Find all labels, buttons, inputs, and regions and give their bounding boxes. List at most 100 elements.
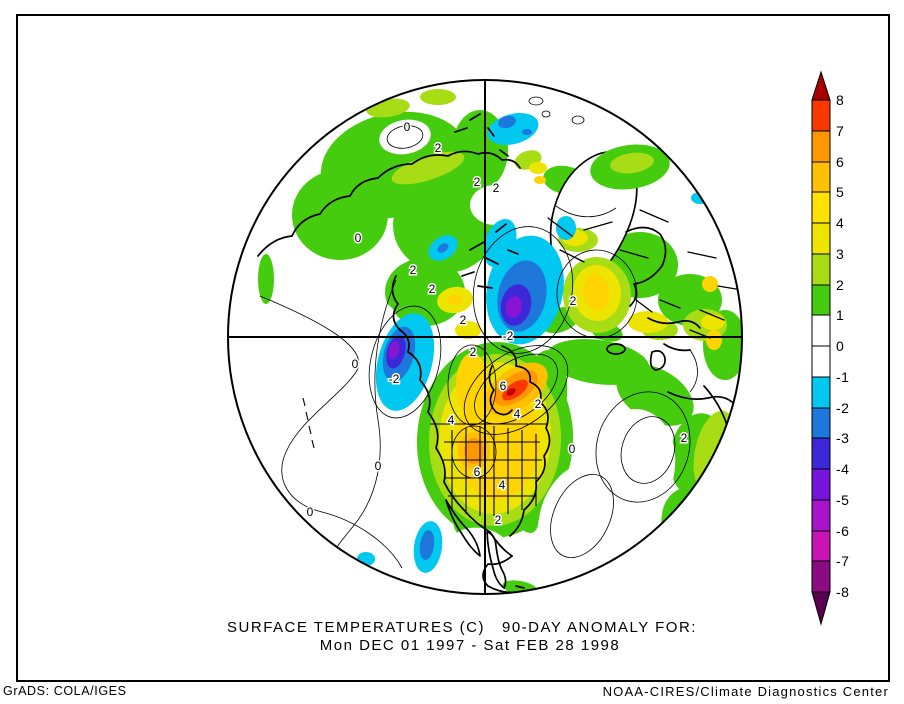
blob bbox=[522, 129, 532, 135]
blob bbox=[455, 321, 481, 339]
colorbar-arrow-top bbox=[811, 70, 831, 101]
contour-label: -2 bbox=[503, 329, 514, 343]
blob bbox=[464, 438, 484, 464]
contour-label: 6 bbox=[500, 379, 507, 393]
plot-title-line1: SURFACE TEMPERATURES (C) 90-DAY ANOMALY … bbox=[227, 619, 697, 636]
blob bbox=[538, 462, 618, 562]
colorbar-label: 3 bbox=[836, 246, 844, 262]
colorbar-label: 1 bbox=[836, 307, 844, 323]
contour-label: 2 bbox=[410, 263, 417, 277]
blob bbox=[391, 151, 465, 185]
contour-value-labels: 0 2 2 2 0 2 2 2 2 -2 2 -2 0 0 0 4 6 6 4 … bbox=[305, 119, 689, 529]
contour bbox=[259, 295, 403, 569]
colorbar-label: 5 bbox=[836, 184, 844, 200]
blob bbox=[505, 296, 523, 318]
contour-label: 0 bbox=[355, 231, 362, 245]
colorbar-label: -3 bbox=[836, 430, 849, 446]
colorbar-labels: 8 7 6 5 4 3 2 1 0 -1 -2 -3 -4 -5 -6 -7 -… bbox=[836, 92, 849, 600]
blob bbox=[483, 218, 517, 268]
contour-label: 4 bbox=[448, 413, 455, 427]
hudson-bay-coast bbox=[488, 365, 513, 416]
blob bbox=[534, 595, 562, 607]
contour bbox=[620, 416, 676, 484]
blob bbox=[292, 170, 388, 260]
colorbar-segment bbox=[811, 530, 831, 562]
colorbar-label: -5 bbox=[836, 492, 849, 508]
colorbar-segment bbox=[811, 253, 831, 286]
contour bbox=[598, 92, 610, 100]
colorbar-segment bbox=[811, 437, 831, 470]
asia-coast bbox=[257, 150, 521, 257]
blob bbox=[498, 115, 516, 129]
colorbar-label: -7 bbox=[836, 553, 849, 569]
contour-label: 2 bbox=[681, 431, 688, 445]
colorbar-segment bbox=[811, 560, 831, 593]
plot-title-line2: Mon DEC 01 1997 - Sat FEB 28 1998 bbox=[320, 637, 620, 654]
blob bbox=[258, 254, 274, 304]
blob bbox=[437, 243, 449, 253]
blob bbox=[556, 216, 576, 240]
noaa-credit: NOAA-CIRES/Climate Diagnostics Center bbox=[603, 684, 889, 699]
blob bbox=[701, 314, 725, 330]
colorbar-label: 4 bbox=[836, 215, 844, 231]
arctic-islands bbox=[454, 113, 509, 157]
warm-anomaly-peak bbox=[506, 388, 516, 396]
mediterranean-coast bbox=[667, 391, 733, 403]
contour bbox=[555, 205, 617, 218]
florida-coast bbox=[486, 531, 507, 589]
coastlines bbox=[257, 113, 742, 594]
colorbar-label: -1 bbox=[836, 369, 849, 385]
colorbar-segment bbox=[811, 161, 831, 193]
contour-label: 6 bbox=[474, 465, 481, 479]
contour bbox=[595, 391, 691, 503]
contour-label: 2 bbox=[493, 181, 500, 195]
colorbar-arrow-bottom bbox=[811, 591, 831, 626]
blob bbox=[420, 89, 456, 105]
contour bbox=[571, 115, 585, 125]
colorbar-segment bbox=[811, 284, 831, 316]
us-state-borders bbox=[430, 423, 548, 516]
colorbar-segment bbox=[811, 130, 831, 163]
contour bbox=[386, 125, 424, 149]
colorbar-label: -2 bbox=[836, 400, 849, 416]
blob bbox=[702, 276, 718, 292]
contour-label: 2 bbox=[470, 345, 477, 359]
colorbar-label: 8 bbox=[836, 92, 844, 108]
contour bbox=[550, 474, 614, 558]
contour-label: 0 bbox=[569, 442, 576, 456]
blob bbox=[582, 274, 610, 310]
contour-label: 2 bbox=[460, 313, 467, 327]
contour-label: 2 bbox=[570, 294, 577, 308]
colorbar-segment bbox=[811, 191, 831, 224]
blob bbox=[628, 311, 668, 333]
colorbar-label: -4 bbox=[836, 461, 849, 477]
contour-label: 0 bbox=[404, 120, 411, 134]
colorbar-label: -6 bbox=[836, 523, 849, 539]
contour bbox=[528, 96, 544, 106]
colorbar-label: 2 bbox=[836, 277, 844, 293]
colorbar-label: -8 bbox=[836, 584, 849, 600]
contour-label: 4 bbox=[499, 478, 506, 492]
contour bbox=[368, 305, 442, 419]
contour-label: 0 bbox=[352, 357, 359, 371]
cold-anomaly-core bbox=[388, 296, 523, 359]
colorbar-segment bbox=[811, 222, 831, 255]
contour bbox=[474, 353, 558, 425]
contour bbox=[472, 226, 574, 354]
contour bbox=[689, 349, 698, 393]
colorbar: 8 7 6 5 4 3 2 1 0 -1 -2 -3 -4 -5 -6 -7 -… bbox=[811, 70, 849, 626]
north-america-east-coast bbox=[501, 345, 551, 537]
blob bbox=[534, 176, 546, 184]
contour-label: 2 bbox=[535, 397, 542, 411]
contour bbox=[329, 279, 397, 561]
contour bbox=[463, 345, 569, 435]
blob bbox=[470, 185, 520, 225]
british-isles bbox=[649, 350, 666, 371]
contour-label: -2 bbox=[389, 372, 400, 386]
blob bbox=[447, 294, 463, 306]
contour-label: 2 bbox=[429, 282, 436, 296]
north-america-west-coast bbox=[391, 275, 513, 557]
blob bbox=[388, 341, 400, 359]
